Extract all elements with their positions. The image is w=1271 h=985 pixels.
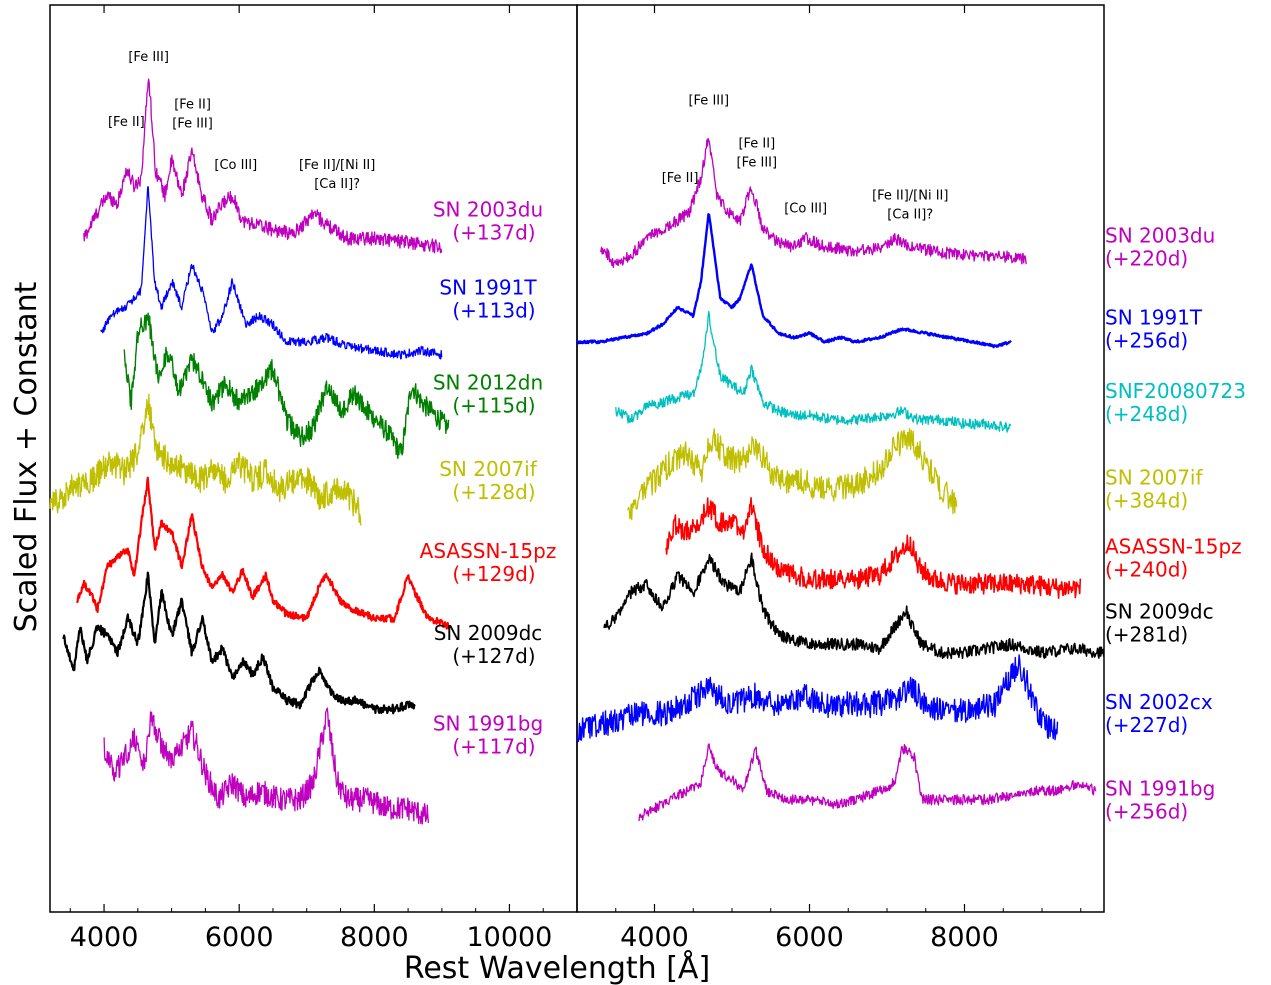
series-label-left: SN 2007if <box>439 457 537 481</box>
left-line-id: [Co III] <box>214 158 257 173</box>
right-panel-frame <box>576 4 1105 913</box>
right-line-id: [Ca II]? <box>887 207 933 222</box>
left-line-id: [Fe II] <box>108 115 145 130</box>
series-label-left: SN 2009dc <box>434 621 543 645</box>
spectrum-right-sn-1991t <box>575 213 1012 349</box>
left-line-id: [Fe III] <box>128 50 169 65</box>
series-label-right: SN 2007if <box>1105 465 1203 489</box>
spectrum-right-sn-1991bg <box>638 743 1097 822</box>
series-epoch-left: (+115d) <box>452 393 535 417</box>
series-epoch-right: (+227d) <box>1105 713 1188 737</box>
spectrum-left-sn-2007if <box>49 393 362 526</box>
spectrum-left-asassn-15pz <box>76 476 450 630</box>
series-label-right: SN 2003du <box>1105 224 1215 248</box>
left-x-tick-label: 4000 <box>70 922 139 953</box>
right-line-id: [Fe II] <box>738 137 775 152</box>
right-line-id: [Fe III] <box>737 156 778 171</box>
series-epoch-left: (+129d) <box>452 562 535 586</box>
spectrum-right-asassn-15pz <box>665 496 1082 600</box>
series-epoch-left: (+113d) <box>452 298 535 322</box>
series-epoch-right: (+256d) <box>1105 799 1188 823</box>
series-label-right: SN 2009dc <box>1105 599 1214 623</box>
spectrum-right-sn-2003du <box>599 137 1027 269</box>
series-label-left: SN 2012dn <box>433 370 543 394</box>
right-x-tick-label: 4000 <box>620 922 689 953</box>
spectrum-right-sn-2002cx <box>576 654 1059 743</box>
left-line-id: [Fe II]/[Ni II] <box>299 158 375 173</box>
series-epoch-right: (+281d) <box>1105 622 1188 646</box>
spectrum-left-sn-1991bg <box>103 707 430 825</box>
series-label-left: SN 2003du <box>433 198 543 222</box>
spectrum-left-sn-2012dn <box>123 312 450 460</box>
left-x-tick-label: 10000 <box>466 922 552 953</box>
left-x-tick-label: 8000 <box>340 922 409 953</box>
right-line-id: [Fe II]/[Ni II] <box>872 188 948 203</box>
x-axis-title: Rest Wavelength [Å] <box>404 950 710 985</box>
right-line-id: [Fe II] <box>662 171 699 186</box>
left-x-tick-label: 6000 <box>205 922 274 953</box>
series-label-right: SN 1991T <box>1105 306 1203 330</box>
right-x-tick-label: 8000 <box>930 922 999 953</box>
left-line-id: [Fe II] <box>174 98 211 113</box>
series-label-left: ASASSN-15pz <box>420 539 557 563</box>
right-line-id: [Co III] <box>784 201 827 216</box>
spectrum-right-snf20080723 <box>615 310 1012 433</box>
series-epoch-left: (+117d) <box>452 735 535 759</box>
series-epoch-left: (+127d) <box>452 644 535 668</box>
series-epoch-left: (+128d) <box>452 480 535 504</box>
series-epoch-right: (+240d) <box>1105 558 1188 582</box>
series-epoch-left: (+137d) <box>452 221 535 245</box>
spectrum-left-sn-2003du <box>83 78 443 254</box>
series-label-left: SN 1991T <box>439 275 537 299</box>
series-label-right: SN 1991bg <box>1105 776 1215 800</box>
y-axis-title: Scaled Flux + Constant <box>9 281 44 632</box>
series-label-right: SN 2002cx <box>1105 690 1213 714</box>
series-label-left: SN 1991bg <box>433 712 543 736</box>
spectrum-right-sn-2009dc <box>603 552 1105 660</box>
left-panel: 4000 6000 8000 10000 SN 2003du(+137d) SN 1991… <box>49 4 578 953</box>
spectrum-left-sn-1991t <box>100 186 443 360</box>
series-epoch-right: (+220d) <box>1105 247 1188 271</box>
series-epoch-right: (+248d) <box>1105 402 1188 426</box>
spectrum-right-sn-2007if <box>627 428 958 521</box>
series-label-right: SNF20080723 <box>1105 379 1246 403</box>
right-x-tick-label: 6000 <box>775 922 844 953</box>
series-epoch-right: (+384d) <box>1105 488 1188 512</box>
series-label-right: ASASSN-15pz <box>1105 535 1242 559</box>
left-line-id: [Fe III] <box>172 117 213 132</box>
spectrum-left-sn-2009dc <box>62 571 416 715</box>
right-line-id: [Fe III] <box>688 93 729 108</box>
left-line-id: [Ca II]? <box>314 177 360 192</box>
series-epoch-right: (+256d) <box>1105 329 1188 353</box>
